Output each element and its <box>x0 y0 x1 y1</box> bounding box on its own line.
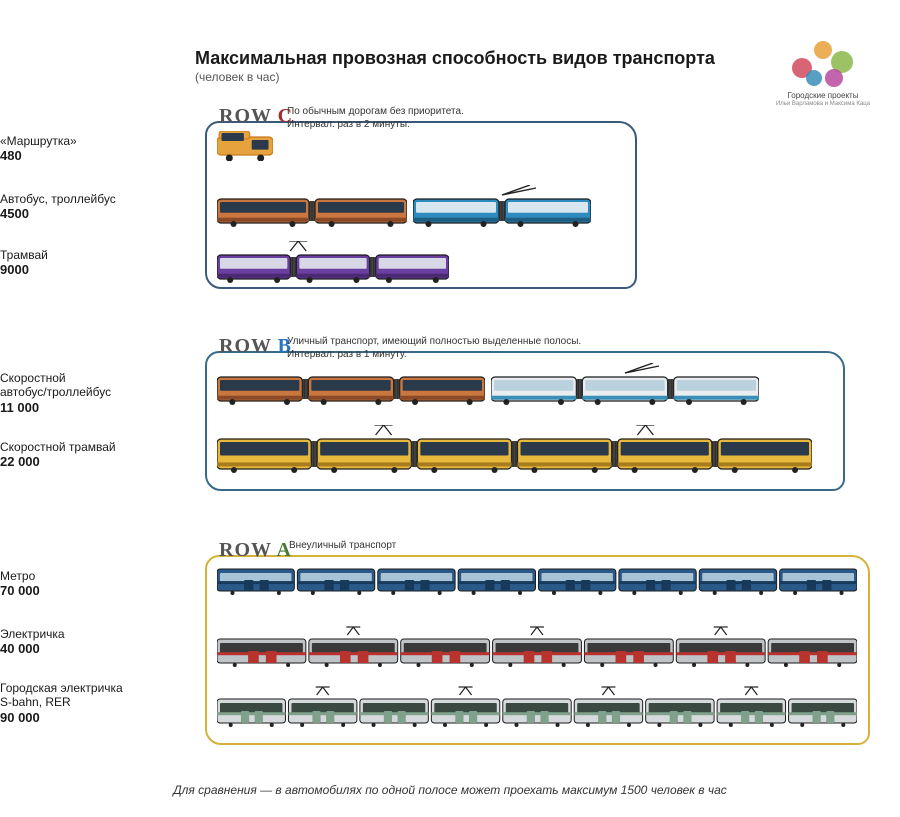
row-label-A: ROW A <box>219 539 292 562</box>
item-value: 70 000 <box>0 583 195 599</box>
vehicles <box>217 185 625 227</box>
lane <box>217 131 625 161</box>
vehicles <box>217 363 833 405</box>
vehicles <box>217 685 858 727</box>
vehicle-bi-articulated-trolleybus <box>491 363 759 405</box>
item-value: 480 <box>0 148 195 164</box>
logo: Городские проекты Ильи Варламова и Макси… <box>776 40 870 107</box>
vehicle-sbahn <box>217 685 857 727</box>
logo-icon <box>792 40 854 88</box>
item-label: «Маршрутка»480 <box>0 134 195 164</box>
item-value: 9000 <box>0 262 195 278</box>
item-value: 4500 <box>0 206 195 222</box>
item-label: Скоростной автобус/троллейбус11 000 <box>0 371 195 415</box>
item-name: Скоростной трамвай <box>0 440 195 454</box>
row-description-B: Уличный транспорт, имеющий полностью выд… <box>287 336 581 361</box>
item-value: 40 000 <box>0 641 195 657</box>
row-group-A: ROW AВнеуличный транспорт <box>205 555 870 745</box>
row-label-B: ROW B <box>219 335 292 358</box>
logo-subtitle: Ильи Варламова и Максима Каца <box>776 101 870 107</box>
lane <box>217 425 833 473</box>
vehicles <box>217 131 625 161</box>
lane <box>217 185 625 227</box>
vehicle-minibus <box>217 131 273 161</box>
item-value: 11 000 <box>0 400 195 416</box>
item-value: 22 000 <box>0 454 195 470</box>
vehicles <box>217 425 833 473</box>
row-label-word: ROW <box>219 335 272 357</box>
vehicles <box>217 625 858 667</box>
vehicle-tram <box>217 241 449 283</box>
item-name: «Маршрутка» <box>0 134 195 148</box>
vehicles <box>217 567 858 595</box>
row-label-word: ROW <box>219 105 272 127</box>
footnote: Для сравнения — в автомобилях по одной п… <box>0 783 900 797</box>
page-subtitle: (человек в час) <box>195 70 279 84</box>
item-label: Скоростной трамвай22 000 <box>0 440 195 470</box>
item-label: Городская электричка S-bahn, RER90 000 <box>0 681 195 725</box>
page-title: Максимальная провозная способность видов… <box>195 48 715 69</box>
item-name: Метро <box>0 569 195 583</box>
item-name: Электричка <box>0 627 195 641</box>
vehicle-trolleybus <box>413 185 591 227</box>
lane <box>217 363 833 405</box>
page-root: Максимальная провозная способность видов… <box>0 0 900 817</box>
row-group-C: ROW CПо обычным дорогам без приоритета. … <box>205 121 637 289</box>
row-group-B: ROW BУличный транспорт, имеющий полность… <box>205 351 845 491</box>
item-label: Метро70 000 <box>0 569 195 599</box>
vehicles <box>217 241 625 283</box>
vehicle-emu <box>217 625 857 667</box>
item-label: Автобус, троллейбус4500 <box>0 192 195 222</box>
lane <box>217 241 625 283</box>
item-name: Автобус, троллейбус <box>0 192 195 206</box>
row-description-A: Внеуличный транспорт <box>289 540 396 553</box>
row-description-C: По обычным дорогам без приоритета. Интер… <box>287 106 464 131</box>
vehicle-metro <box>217 567 857 595</box>
lane <box>217 625 858 667</box>
row-label-word: ROW <box>219 539 272 561</box>
item-label: Электричка40 000 <box>0 627 195 657</box>
item-name: Скоростной автобус/троллейбус <box>0 371 195 400</box>
lane <box>217 567 858 595</box>
lane <box>217 685 858 727</box>
vehicle-long-tram <box>217 425 812 473</box>
item-label: Трамвай9000 <box>0 248 195 278</box>
vehicle-bi-articulated-bus <box>217 375 485 405</box>
item-name: Городская электричка S-bahn, RER <box>0 681 195 710</box>
vehicle-articulated-bus <box>217 197 407 227</box>
item-name: Трамвай <box>0 248 195 262</box>
item-value: 90 000 <box>0 710 195 726</box>
row-label-C: ROW C <box>219 105 293 128</box>
logo-title: Городские проекты <box>776 91 870 101</box>
